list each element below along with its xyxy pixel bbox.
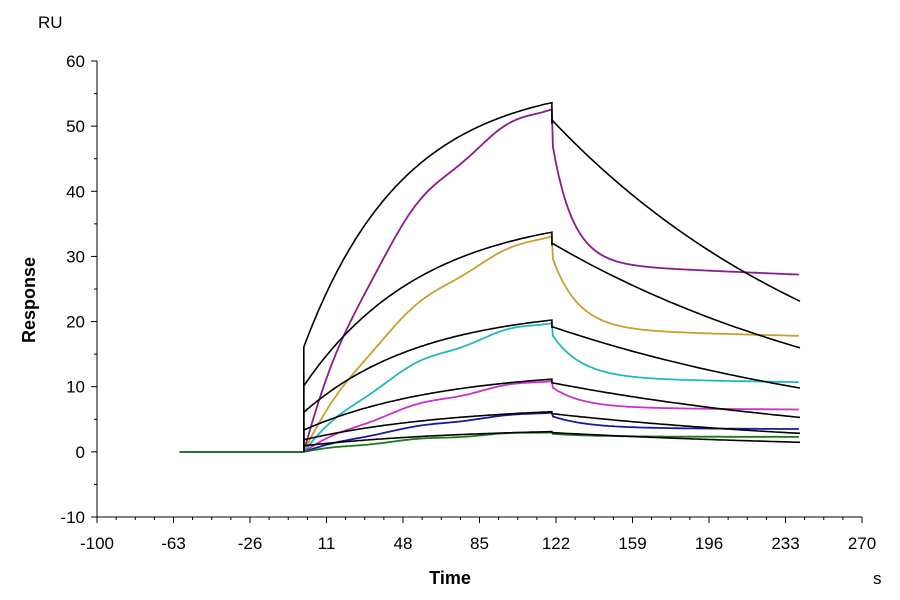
- series-line-5: [179, 411, 799, 453]
- y-tick-label: 30: [66, 247, 85, 266]
- fit-line-2: [303, 231, 801, 452]
- fit-line-6: [303, 430, 801, 452]
- y-tick-label: 50: [66, 117, 85, 136]
- x-axis-title: Time: [429, 568, 471, 588]
- x-tick-label: 122: [542, 534, 570, 553]
- x-tick-label: 48: [394, 534, 413, 553]
- y-tick-label: 60: [66, 52, 85, 71]
- fit-line-4: [303, 378, 801, 452]
- series-layer: [179, 101, 801, 453]
- y-unit-label: RU: [38, 13, 63, 32]
- fit-line-5: [303, 410, 801, 452]
- series-line-2: [179, 235, 799, 453]
- y-tick-label: 10: [66, 378, 85, 397]
- y-tick-label: -10: [60, 508, 85, 527]
- x-tick-label: -26: [238, 534, 263, 553]
- y-tick-label: 0: [76, 443, 85, 462]
- series-line-6: [179, 431, 799, 453]
- x-tick-label: 196: [695, 534, 723, 553]
- series-line-4: [179, 380, 799, 453]
- x-tick-label: 159: [618, 534, 646, 553]
- series-line-1: [179, 108, 799, 453]
- y-tick-label: 20: [66, 313, 85, 332]
- x-tick-label: 270: [848, 534, 876, 553]
- fit-line-3: [303, 319, 801, 452]
- x-tick-label: -100: [80, 534, 114, 553]
- y-axis-title: Response: [19, 257, 39, 343]
- x-tick-label: -63: [161, 534, 186, 553]
- x-tick-label: 11: [318, 534, 336, 553]
- x-tick-label: 233: [771, 534, 799, 553]
- series-line-3: [179, 322, 799, 453]
- x-tick-label: 85: [470, 534, 489, 553]
- fit-line-1: [303, 101, 801, 452]
- x-unit-label: s: [873, 569, 882, 588]
- y-tick-label: 40: [66, 182, 85, 201]
